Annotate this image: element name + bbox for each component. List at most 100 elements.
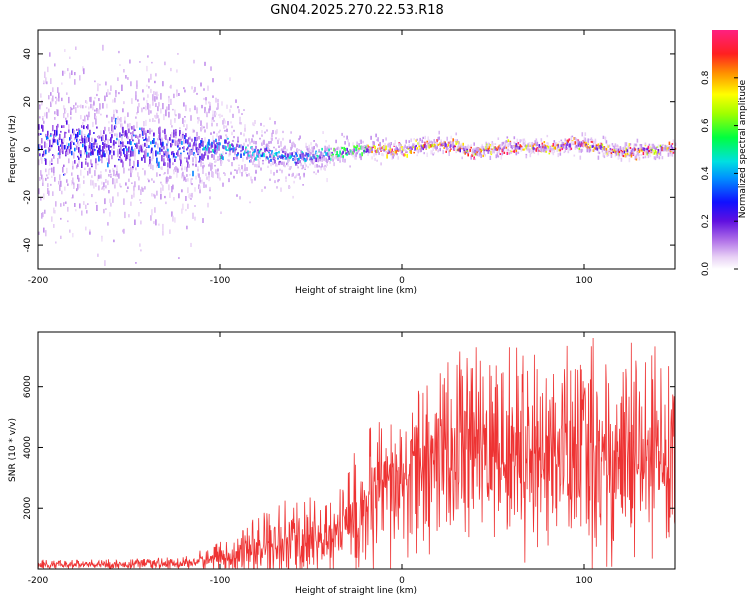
heatmap-cell (103, 150, 105, 153)
heatmap-cell (405, 150, 407, 153)
heatmap-cell (61, 97, 63, 102)
heatmap-cell (388, 142, 390, 146)
heatmap-cell (304, 154, 306, 157)
snr-series-line (37, 337, 676, 569)
heatmap-cell (391, 155, 393, 160)
heatmap-cell (251, 154, 253, 159)
heatmap-cell (565, 143, 568, 147)
heatmap-cell (617, 155, 620, 160)
heatmap-cell (54, 176, 56, 182)
heatmap-cell (328, 153, 330, 157)
heatmap-cell (45, 133, 47, 138)
heatmap-cell (49, 139, 51, 146)
heatmap-cell (497, 137, 500, 140)
heatmap-cell (397, 148, 399, 151)
heatmap-cell (97, 253, 99, 257)
heatmap-cell (116, 165, 118, 172)
heatmap-cell (602, 146, 605, 150)
heatmap-cell (254, 120, 256, 125)
heatmap-cell (291, 145, 293, 149)
heatmap-cell (298, 160, 300, 164)
heatmap-cell (222, 182, 224, 187)
heatmap-cell (63, 113, 65, 119)
heatmap-cell (250, 154, 252, 158)
heatmap-cell (72, 161, 74, 166)
heatmap-cell (163, 161, 165, 166)
heatmap-cell (564, 149, 567, 153)
heatmap-cell (186, 166, 188, 172)
heatmap-cell (430, 140, 432, 143)
heatmap-cell (267, 157, 269, 160)
heatmap-cell (85, 146, 87, 153)
heatmap-cell (42, 177, 44, 183)
x-tick-label: 100 (575, 576, 592, 586)
heatmap-cell (380, 162, 382, 166)
heatmap-cell (670, 144, 673, 148)
heatmap-cell (532, 147, 535, 150)
heatmap-cell (89, 129, 91, 136)
heatmap-cell (252, 148, 254, 152)
heatmap-cell (85, 100, 87, 103)
heatmap-cell (333, 162, 335, 167)
heatmap-cell (622, 147, 625, 151)
heatmap-cell (215, 159, 217, 163)
heatmap-cell (118, 173, 120, 179)
heatmap-cell (184, 157, 186, 159)
heatmap-cell (358, 147, 360, 150)
heatmap-cell (632, 152, 635, 155)
heatmap-cell (111, 148, 113, 154)
heatmap-cell (217, 143, 219, 149)
heatmap-cell (223, 145, 225, 149)
heatmap-cell (291, 142, 293, 147)
heatmap-cell (83, 175, 85, 179)
heatmap-cell (198, 184, 200, 190)
heatmap-cell (62, 166, 64, 173)
heatmap-cell (479, 148, 481, 151)
heatmap-cell (191, 183, 193, 186)
heatmap-cell (274, 157, 276, 159)
heatmap-cell (522, 142, 525, 146)
heatmap-cell (168, 103, 170, 111)
heatmap-cell (164, 128, 166, 134)
heatmap-cell (76, 134, 78, 138)
heatmap-cell (429, 144, 431, 147)
heatmap-cell (299, 160, 301, 164)
heatmap-cell (498, 144, 501, 148)
heatmap-cell (51, 216, 53, 222)
heatmap-cell (594, 147, 597, 150)
heatmap-cell (573, 154, 576, 157)
heatmap-cell (294, 161, 296, 164)
heatmap-cell (186, 225, 188, 230)
heatmap-cell (150, 73, 152, 80)
heatmap-cell (182, 134, 184, 139)
heatmap-cell (642, 151, 645, 156)
heatmap-cell (293, 180, 295, 184)
heatmap-cell (647, 145, 650, 149)
heatmap-cell (192, 157, 194, 163)
heatmap-cell (292, 172, 294, 177)
heatmap-cell (386, 152, 388, 154)
heatmap-cell (203, 88, 205, 91)
heatmap-cell (528, 148, 531, 153)
heatmap-cell (167, 138, 169, 144)
heatmap-cell (129, 59, 131, 64)
heatmap-cell (416, 154, 418, 157)
heatmap-cell (82, 119, 84, 121)
heatmap-cell (100, 155, 102, 158)
heatmap-cell (488, 142, 491, 147)
heatmap-cell (45, 230, 47, 237)
heatmap-cell (233, 136, 235, 139)
heatmap-cell (651, 143, 654, 146)
heatmap-cell (143, 97, 145, 101)
heatmap-cell (448, 150, 450, 154)
heatmap-cell (152, 94, 154, 101)
heatmap-cell (524, 140, 527, 145)
heatmap-cell (199, 143, 201, 149)
heatmap-cell (105, 179, 107, 183)
heatmap-cell (586, 145, 589, 150)
heatmap-cell (151, 158, 153, 162)
heatmap-cell (650, 148, 653, 152)
heatmap-cell (200, 180, 202, 182)
heatmap-cell (125, 156, 127, 161)
heatmap-cell (264, 146, 266, 149)
